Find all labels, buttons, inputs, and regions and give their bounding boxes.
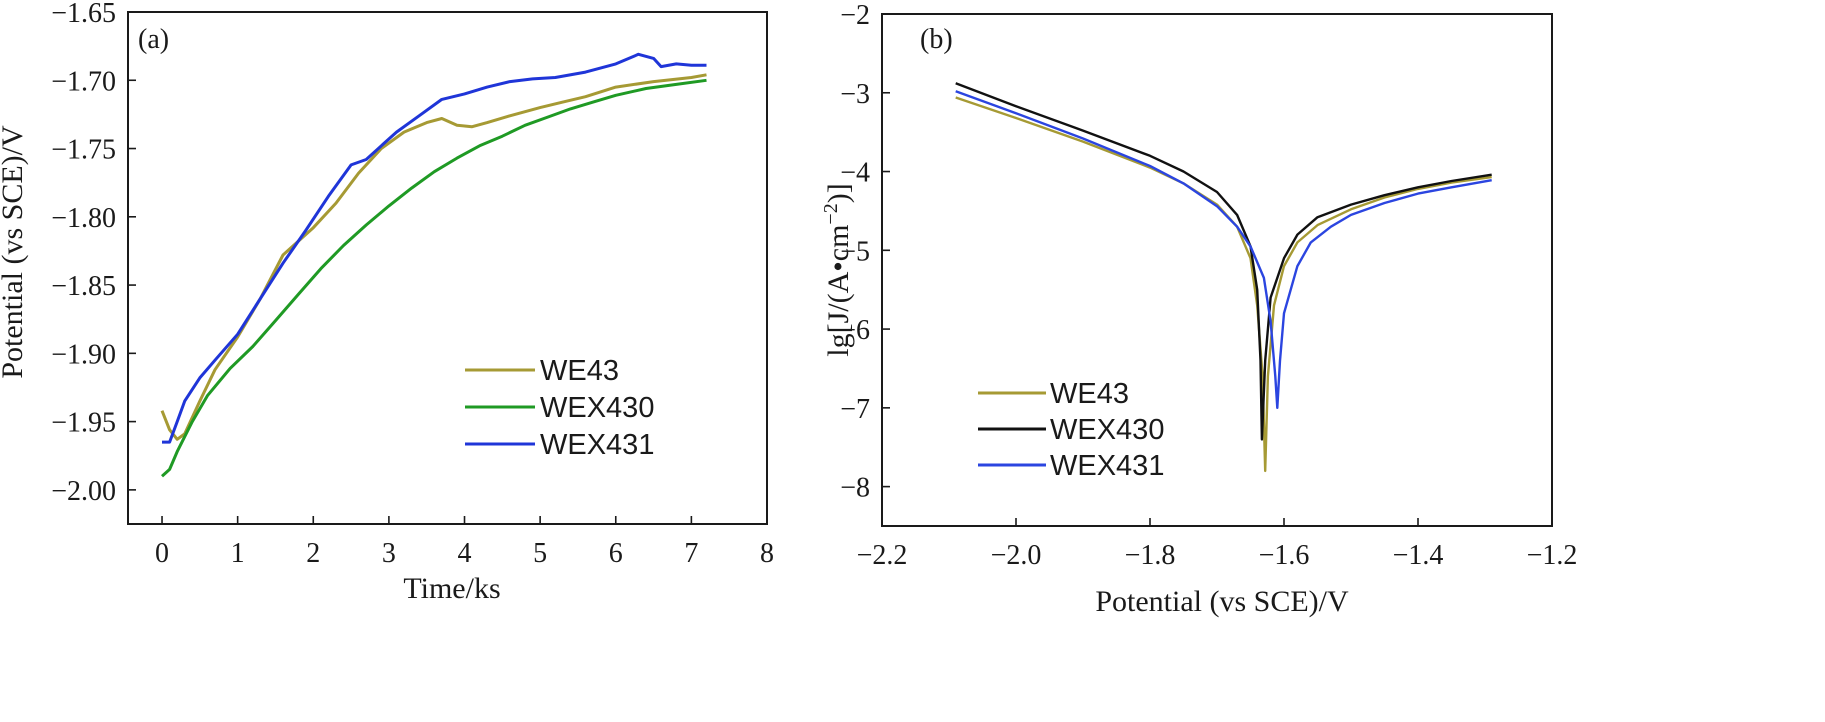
- y-axis-label-close: )]: [822, 183, 855, 203]
- y-tick-label: −1.95: [51, 408, 116, 439]
- y-tick-label: −1.75: [51, 135, 116, 166]
- legend: WE43 WEX430 WEX431: [465, 355, 654, 461]
- x-tick-label: −1.8: [1125, 540, 1176, 571]
- x-tick-label: −1.4: [1393, 540, 1444, 571]
- panel-a-time-potential-chart: 0 1 2 3 4 5 6 7 8 −1.65 −1.70 −1.75 −1.80 −1.85 −1.90 −…: [0, 0, 774, 605]
- legend-label-we43: WE43: [540, 355, 619, 387]
- x-tick-label: −2.0: [991, 540, 1042, 571]
- x-tick-label: 7: [684, 538, 698, 569]
- y-axis-label-exponent: −2: [820, 203, 842, 224]
- series-line-wex431: [162, 52, 707, 444]
- y-axis-label: Potential (vs SCE)/V: [0, 125, 29, 379]
- x-axis-label: Potential (vs SCE)/V: [1095, 585, 1349, 618]
- legend: WE43 WEX430 WEX431: [978, 378, 1164, 482]
- series-line-we43: [160, 73, 707, 441]
- plot-frame: [881, 13, 1553, 527]
- x-tick-label: 3: [382, 538, 396, 569]
- x-tick-label: 5: [533, 538, 547, 569]
- panel-label: (a): [138, 24, 169, 55]
- y-tick-label: −6: [840, 315, 870, 346]
- y-tick-label: −2: [840, 0, 870, 31]
- x-tick-label: 2: [306, 538, 320, 569]
- y-tick-label: −1.90: [51, 339, 116, 370]
- y-tick-label: −8: [840, 473, 870, 504]
- y-tick-label: −3: [840, 79, 870, 110]
- y-axis-label-main: lg[J/(A•cm: [822, 225, 855, 357]
- legend-label-wex430: WEX430: [1050, 414, 1164, 446]
- series-line-we43: [955, 96, 1492, 473]
- panel-label: (b): [920, 24, 953, 55]
- x-tick-label: 4: [458, 538, 472, 569]
- y-axis-label: lg[J/(A•cm−2)]: [820, 183, 855, 356]
- series-line-wex430: [160, 78, 707, 478]
- series-line-wex431: [955, 90, 1492, 409]
- x-tick-label: 6: [609, 538, 623, 569]
- y-tick-label: −1.85: [51, 271, 116, 302]
- y-tick-label: −1.65: [51, 0, 116, 29]
- x-tick-label: 0: [155, 538, 169, 569]
- x-tick-label: −2.2: [857, 540, 908, 571]
- legend-label-we43: WE43: [1050, 378, 1129, 410]
- y-tick-label: −5: [840, 236, 870, 267]
- x-tick-label: 1: [231, 538, 245, 569]
- y-tick-label: −2.00: [51, 476, 116, 507]
- y-tick-label: −1.70: [51, 66, 116, 97]
- x-tick-label: 8: [760, 538, 774, 569]
- y-tick-label: −1.80: [51, 203, 116, 234]
- legend-label-wex431: WEX431: [540, 429, 654, 461]
- legend-label-wex431: WEX431: [1050, 450, 1164, 482]
- y-tick-label: −7: [840, 394, 870, 425]
- panel-b-polarization-chart: −2.2 −2.0 −1.8 −1.6 −1.4 −1.2 −2 −3 −4 −5 −6 −7 −8 WE…: [820, 0, 1577, 618]
- x-axis-label: Time/ks: [403, 572, 500, 605]
- x-tick-label: −1.6: [1259, 540, 1310, 571]
- x-tick-label: −1.2: [1527, 540, 1578, 571]
- series-line-wex430: [955, 82, 1492, 441]
- legend-label-wex430: WEX430: [540, 392, 654, 424]
- y-tick-label: −4: [840, 158, 870, 189]
- plot-frame: [127, 11, 768, 525]
